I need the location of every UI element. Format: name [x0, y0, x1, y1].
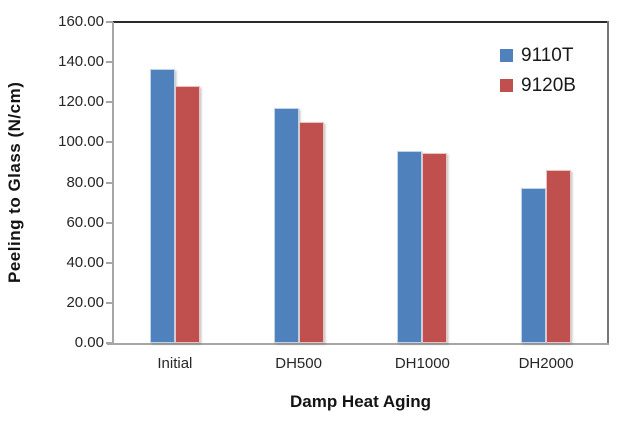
y-tick-label: 80.00: [66, 173, 104, 191]
bar-9120b-dh500: [298, 122, 324, 343]
y-tick-label: 0.00: [74, 334, 104, 351]
x-axis-title: Damp Heat Aging: [289, 392, 432, 411]
plot-border-right: [607, 21, 609, 345]
y-tick-mark: [106, 221, 113, 224]
bar-9110t-initial: [149, 69, 175, 343]
x-category-label-dh1000: DH1000: [394, 355, 450, 372]
y-tick-label: 60.00: [66, 213, 104, 231]
bar-9120b-initial: [174, 86, 200, 343]
y-tick-mark: [106, 21, 113, 23]
bar-9120b-dh1000: [422, 153, 448, 343]
bar-9110t-dh1000: [397, 151, 423, 343]
x-category-label-initial: Initial: [157, 355, 193, 372]
x-category-label-dh2000: DH2000: [518, 355, 574, 372]
legend-item-9120b: 9120B: [500, 75, 576, 96]
y-tick-mark: [106, 101, 113, 104]
legend-swatch-icon: [500, 79, 513, 92]
y-tick-label: 120.00: [58, 93, 104, 111]
plot-border-top: [112, 21, 609, 23]
y-tick-mark: [106, 61, 113, 64]
y-tick-label: 20.00: [66, 293, 104, 311]
legend-label: 9110T: [521, 45, 574, 66]
legend: 9110T 9120B: [500, 45, 576, 105]
bar-9120b-dh2000: [546, 170, 572, 343]
y-tick-label: 140.00: [58, 53, 104, 71]
y-axis-line: [112, 22, 114, 344]
y-tick-label: 40.00: [66, 253, 104, 271]
x-category-label-dh500: DH500: [275, 355, 322, 372]
bar-9110t-dh500: [273, 108, 299, 343]
legend-label: 9120B: [521, 75, 576, 96]
y-tick-label: 160.00: [58, 13, 104, 30]
y-tick-mark: [106, 301, 113, 304]
y-tick-label: 100.00: [58, 133, 104, 151]
bar-9110t-dh2000: [521, 187, 547, 343]
legend-item-9110t: 9110T: [500, 45, 576, 66]
y-tick-mark: [106, 261, 113, 264]
y-tick-mark: [106, 141, 113, 144]
y-tick-mark: [106, 181, 113, 184]
x-axis-line: [107, 343, 609, 345]
legend-swatch-icon: [500, 49, 513, 62]
y-tick-mark: [106, 342, 113, 344]
